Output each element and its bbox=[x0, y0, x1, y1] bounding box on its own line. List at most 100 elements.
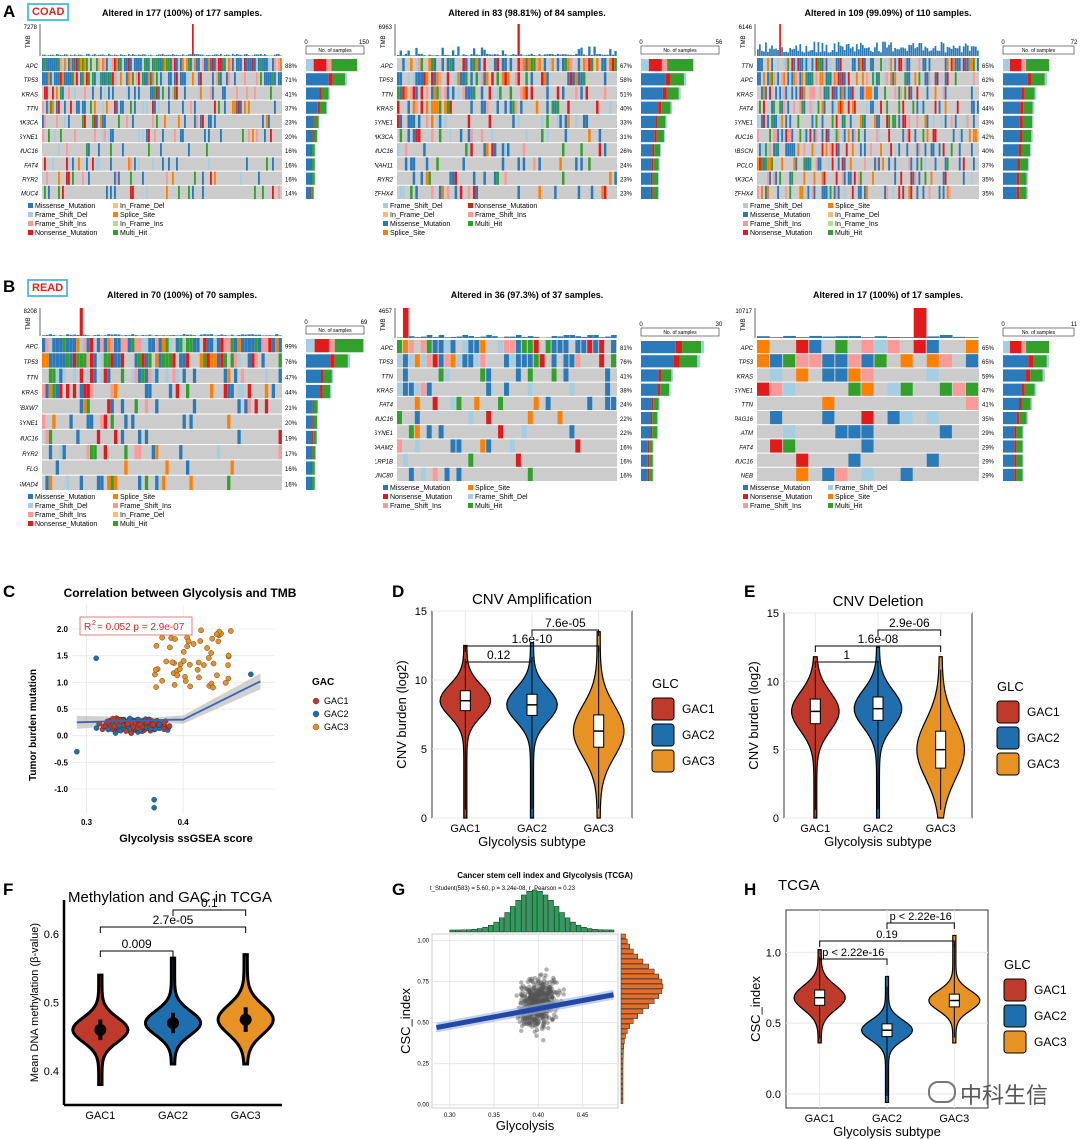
data-point bbox=[227, 628, 234, 634]
mutation-cell bbox=[136, 72, 138, 86]
x-tick-label: GAC3 bbox=[584, 823, 614, 835]
data-point bbox=[545, 994, 551, 999]
mutation-cell bbox=[58, 72, 60, 86]
data-point bbox=[530, 999, 536, 1004]
mutation-cell bbox=[186, 338, 190, 353]
mutation-cell bbox=[884, 58, 887, 72]
sample-count-bar bbox=[1022, 426, 1024, 439]
mutation-cell bbox=[114, 100, 116, 114]
tmb-bar bbox=[240, 54, 242, 56]
mutation-cell bbox=[898, 86, 901, 100]
mutation-cell bbox=[803, 100, 806, 114]
tmb-bar bbox=[884, 41, 886, 56]
sample-count-bar bbox=[312, 144, 315, 157]
mutation-cell bbox=[517, 157, 520, 171]
mutation-cell bbox=[425, 171, 429, 185]
mutation-cell bbox=[414, 439, 420, 453]
mutation-cell bbox=[264, 58, 266, 72]
mutation-cell bbox=[956, 100, 959, 114]
tmb-bar bbox=[248, 55, 250, 56]
mutation-cell bbox=[146, 100, 148, 114]
mutation-cell bbox=[777, 185, 780, 199]
scatter-csc-glycolysis: Cancer stem cell index and Glycolysis (T… bbox=[398, 871, 664, 1133]
mutation-cell bbox=[116, 72, 118, 86]
mutation-cell bbox=[110, 353, 114, 368]
legend-label: Missense_Mutation bbox=[390, 221, 450, 228]
tmb-bar bbox=[956, 48, 959, 56]
tmb-bar bbox=[822, 336, 836, 338]
sample-count-bar bbox=[313, 415, 318, 429]
mutation-cell bbox=[399, 129, 403, 143]
sample-count-bar bbox=[641, 355, 674, 368]
mutation-cell bbox=[428, 171, 431, 185]
tmb-bar bbox=[829, 52, 832, 56]
mutation-cell bbox=[837, 143, 840, 157]
tmb-bar bbox=[168, 335, 172, 336]
mutation-cell bbox=[168, 157, 170, 171]
legend-label: Missense_Mutation bbox=[35, 494, 95, 501]
data-point bbox=[540, 1016, 546, 1022]
gene-label-muc16: MUC16 bbox=[735, 460, 754, 466]
mutation-cell bbox=[585, 114, 589, 128]
mutation-cell bbox=[82, 114, 84, 128]
tmb-bar bbox=[237, 334, 241, 336]
tmb-bar bbox=[141, 334, 145, 336]
mutation-cell bbox=[114, 475, 118, 490]
data-point bbox=[532, 998, 537, 1003]
mutation-cell bbox=[184, 114, 186, 128]
data-point bbox=[528, 1001, 534, 1006]
data-point bbox=[534, 980, 539, 985]
mutation-cell bbox=[811, 114, 814, 128]
mutation-cell bbox=[611, 396, 616, 410]
mutation-cell bbox=[819, 58, 822, 72]
mutation-cell bbox=[861, 58, 864, 72]
mutation-cell bbox=[50, 58, 52, 72]
data-point bbox=[538, 1012, 543, 1018]
x-marginal-bar bbox=[532, 889, 538, 933]
mutation-cell bbox=[189, 414, 193, 429]
mutation-cell bbox=[769, 143, 771, 157]
significance-bracket bbox=[531, 629, 600, 636]
tmb-bar bbox=[976, 50, 979, 56]
gene-label-dnah11: DNAH11 bbox=[375, 163, 393, 169]
data-point bbox=[546, 1015, 552, 1020]
mutation-cell bbox=[779, 100, 782, 114]
tmb-bar bbox=[918, 42, 921, 56]
mutation-cell bbox=[757, 157, 759, 171]
mutation-cell bbox=[126, 72, 128, 86]
mutation-cell bbox=[155, 445, 159, 460]
mutation-cell bbox=[52, 157, 54, 171]
tmb-bar bbox=[60, 54, 62, 56]
sample-count-bar bbox=[321, 87, 329, 100]
mutation-cell bbox=[835, 425, 848, 439]
panel-label-d: D bbox=[392, 582, 405, 601]
mutation-cell bbox=[55, 353, 59, 368]
sample-count-bar bbox=[1019, 412, 1027, 425]
tmb-bar bbox=[781, 47, 783, 56]
mutation-cell bbox=[474, 354, 480, 368]
legend-label: Frame_Shift_Ins bbox=[475, 212, 527, 219]
tmb-bar bbox=[785, 51, 787, 56]
tmb-bar bbox=[486, 335, 492, 338]
mutation-cell bbox=[116, 171, 118, 185]
legend-swatch bbox=[743, 212, 748, 217]
mutation-cell bbox=[861, 354, 874, 368]
mutation-cell bbox=[146, 72, 148, 86]
mutation-cell bbox=[90, 368, 94, 383]
mutation-cell bbox=[795, 58, 798, 72]
y-tick-label: 0 bbox=[773, 813, 779, 825]
tmb-bar bbox=[556, 53, 560, 56]
data-point bbox=[540, 989, 545, 995]
mutation-cell bbox=[399, 86, 403, 100]
data-point bbox=[536, 991, 541, 997]
tmb-bar bbox=[246, 53, 248, 56]
mutation-cell bbox=[114, 72, 116, 86]
mutation-cell bbox=[769, 129, 771, 143]
sample-count-bar bbox=[1032, 101, 1035, 114]
tmb-bar bbox=[124, 335, 128, 336]
tmb-bar bbox=[258, 54, 260, 56]
significance-bracket bbox=[819, 940, 955, 947]
mutation-cell bbox=[244, 58, 246, 72]
sample-count-bar bbox=[317, 400, 319, 414]
mutation-cell bbox=[69, 414, 73, 429]
